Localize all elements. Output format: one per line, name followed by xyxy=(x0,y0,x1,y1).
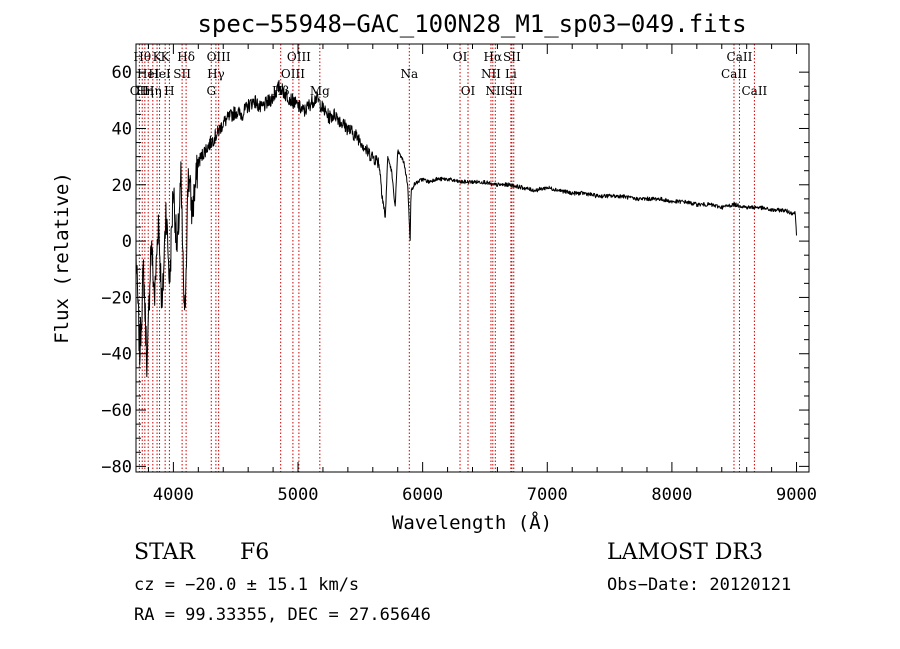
coordinates: RA = 99.33355, DEC = 27.65646 xyxy=(134,605,431,625)
emission-line-label-16: OIII xyxy=(287,50,311,64)
y-axis-label: Flux (relative) xyxy=(51,172,73,344)
emission-line-label-18: Na xyxy=(400,67,418,81)
observation-date: Obs−Date: 20120121 xyxy=(607,575,791,595)
y-tick-label: −40 xyxy=(101,345,132,365)
emission-line-label-13: OIII xyxy=(207,50,231,64)
x-axis: 4000 5000 6000 7000 8000 9000 xyxy=(147,44,817,505)
x-tick-label: 6000 xyxy=(402,485,443,505)
emission-line-label-23: NII xyxy=(485,84,505,98)
chart-title: spec−55948−GAC_100N28_M1_sp03−049.fits xyxy=(197,10,746,38)
y-tick-label: 60 xyxy=(112,63,132,83)
y-tick-label: 20 xyxy=(112,176,132,196)
emission-line-label-1: Hθ xyxy=(133,50,151,64)
redshift-value: cz = −20.0 ± 15.1 km/s xyxy=(134,575,359,595)
emission-line-label-28: CaII xyxy=(727,50,753,64)
object-subclass: F6 xyxy=(240,540,269,565)
emission-line-label-7: K xyxy=(161,50,171,64)
x-tick-label: 7000 xyxy=(527,485,568,505)
emission-line-label-8: H xyxy=(164,84,174,98)
emission-line-label-27: CaII xyxy=(721,67,747,81)
spectrum-line xyxy=(135,79,797,378)
x-axis-label: Wavelength (Å) xyxy=(392,511,552,534)
y-tick-label: −60 xyxy=(101,401,132,421)
emission-line-label-10: Hδ xyxy=(177,50,195,64)
emission-line-label-3: HeI xyxy=(137,67,160,81)
emission-line-label-12: Hγ xyxy=(207,67,225,81)
emission-line-label-2: Hη xyxy=(136,84,154,98)
emission-line-label-11: G xyxy=(206,84,216,98)
emission-line-label-5: K xyxy=(153,50,163,64)
plot-frame xyxy=(135,43,810,473)
emission-line-label-22: Hα xyxy=(484,50,503,64)
y-tick-label: 0 xyxy=(122,232,132,252)
x-tick-label: 5000 xyxy=(278,485,319,505)
x-tick-label: 4000 xyxy=(153,485,194,505)
x-tick-label: 9000 xyxy=(776,485,817,505)
emission-line-label-4: Hη xyxy=(144,84,162,98)
y-axis: −80 −60 −40 −20 0 20 40 60 xyxy=(101,63,809,477)
emission-line-label-25: SII xyxy=(503,50,521,64)
emission-line-label-0: OII xyxy=(130,84,150,98)
emission-line-label-29: CaII xyxy=(741,84,767,98)
emission-line-label-9: SII xyxy=(173,67,191,81)
emission-line-label-24: Li xyxy=(505,67,517,81)
y-tick-label: −20 xyxy=(101,288,132,308)
emission-line-label-21: NII xyxy=(481,67,501,81)
x-tick-label: 8000 xyxy=(651,485,692,505)
object-class: STAR xyxy=(134,540,196,565)
survey-name: LAMOST DR3 xyxy=(607,540,763,565)
emission-line-label-20: OI xyxy=(461,84,476,98)
emission-line-label-19: OI xyxy=(453,50,468,64)
emission-line-label-17: Mg xyxy=(310,84,330,98)
emission-line-labels: OIIHθHηHeIHηKHeIKHSIIHδGHγOIIIHβOIIIOIII… xyxy=(130,50,768,98)
emission-line-markers xyxy=(138,44,755,472)
emission-line-label-6: HeI xyxy=(148,67,171,81)
emission-line-label-26: SII xyxy=(505,84,523,98)
y-tick-label: 40 xyxy=(112,119,132,139)
y-tick-label: −80 xyxy=(101,457,132,477)
emission-line-label-15: OIII xyxy=(281,67,305,81)
